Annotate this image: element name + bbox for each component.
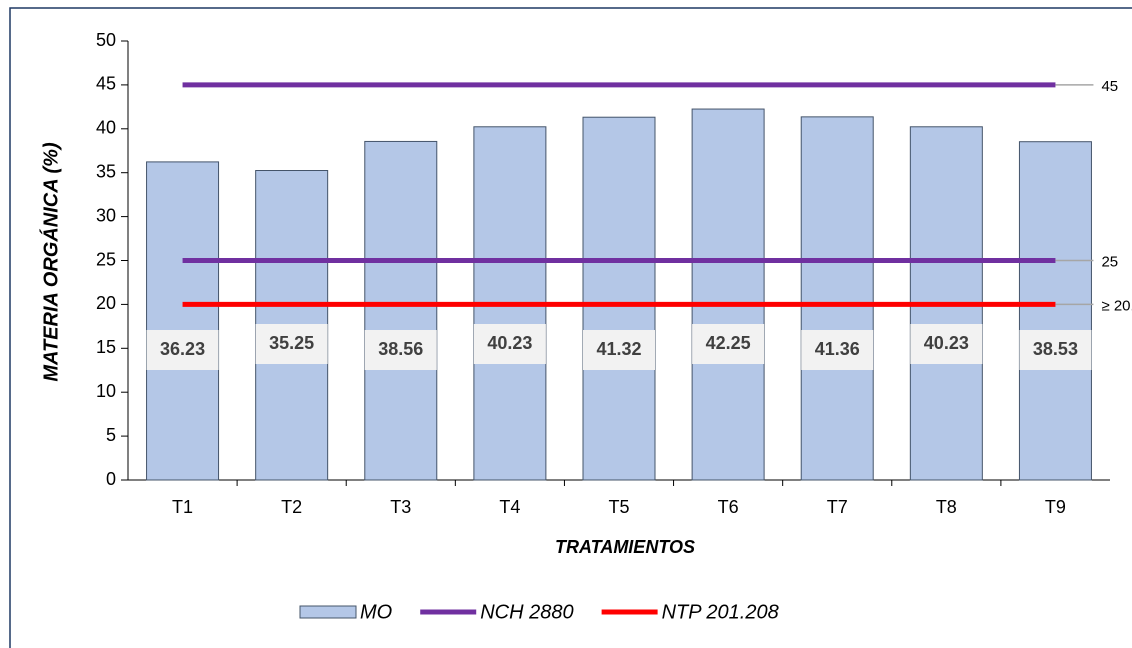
y-tick-label: 50 [96,30,116,50]
y-tick-label: 15 [96,337,116,357]
data-label-box [473,324,546,364]
bar [691,108,765,481]
data-label: 41.32 [596,339,641,359]
legend-label: MO [360,601,392,623]
x-axis-title: TRATAMIENTOS [555,537,695,557]
data-label: 38.53 [1033,339,1078,359]
data-label-box [1019,330,1092,370]
x-tick-label: T9 [1045,497,1066,517]
y-axis-title: MATERIA ORGÁNICA (%) [39,142,62,382]
x-tick-label: T4 [499,497,520,517]
y-tick-label: 35 [96,161,116,181]
x-tick-label: T2 [281,497,302,517]
x-tick-label: T7 [827,497,848,517]
y-tick-label: 0 [106,469,116,489]
data-label-box [910,324,983,364]
data-label: 38.56 [378,339,423,359]
bar [364,140,438,481]
bar [1018,141,1092,481]
data-label: 40.23 [924,333,969,353]
y-tick-label: 20 [96,293,116,313]
y-tick-label: 5 [106,425,116,445]
bar [800,116,874,481]
data-label-box [801,330,874,370]
x-tick-label: T3 [390,497,411,517]
data-label: 41.36 [815,339,860,359]
bar [146,161,220,481]
x-tick-label: T8 [936,497,957,517]
x-tick-label: T1 [172,497,193,517]
x-tick-label: T5 [608,497,629,517]
legend-label: NTP 201.208 [662,601,779,623]
y-tick-label: 25 [96,249,116,269]
y-tick-label: 40 [96,118,116,138]
bar [582,116,656,481]
data-label-box [146,330,219,370]
chart-border [9,7,1132,648]
data-label: 36.23 [160,339,205,359]
data-label-box [583,330,655,370]
data-label: 40.23 [487,333,532,353]
data-label-box [364,330,437,370]
legend-label: NCH 2880 [480,601,573,623]
legend-swatch [299,605,357,619]
data-label-box [255,324,328,364]
data-label: 42.25 [706,333,751,353]
reference-label: ≥ 20.0 [1101,297,1132,314]
x-tick-label: T6 [718,497,739,517]
data-label: 35.25 [269,333,314,353]
y-tick-label: 45 [96,74,116,94]
y-tick-label: 30 [96,205,116,225]
data-label-box [692,324,765,364]
y-tick-label: 10 [96,381,116,401]
reference-label: 25 [1101,253,1118,270]
reference-label: 45 [1101,78,1118,95]
